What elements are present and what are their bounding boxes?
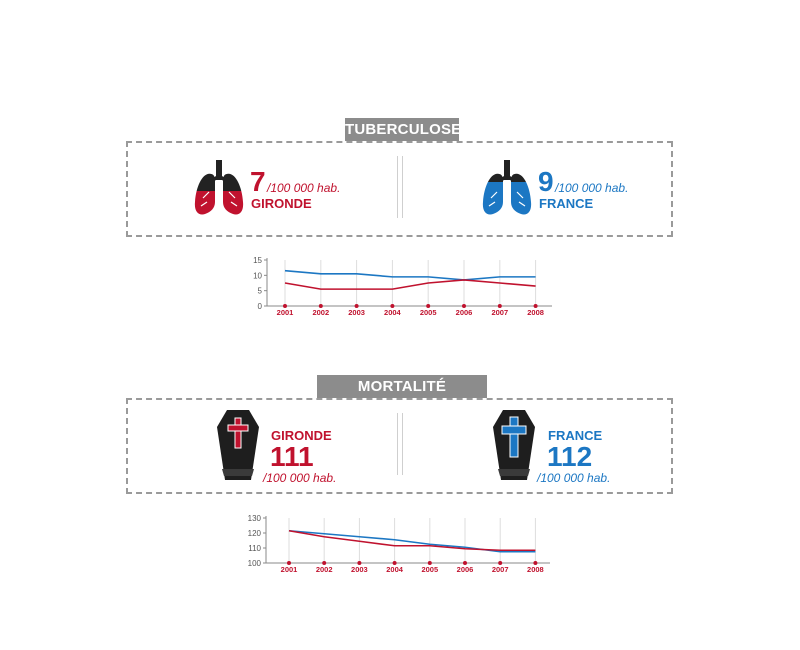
x-marker xyxy=(390,304,395,308)
x-tick-label: 2007 xyxy=(492,565,509,574)
panel-divider xyxy=(397,413,403,475)
mortalite-gironde-unit: /100 000 hab. xyxy=(263,471,337,485)
mortalite-gironde-value: 111 xyxy=(270,441,314,472)
tuberculose-france-label: FRANCE xyxy=(539,196,594,211)
x-marker xyxy=(318,304,323,308)
coffin-cross-icon xyxy=(493,410,535,480)
tuberculose-gironde-label: GIRONDE xyxy=(251,196,312,211)
tuberculose-chart: 0 5 10 15 2001 2002 2003 2004 2005 2006 2007 2008 xyxy=(253,256,552,317)
x-tick-label: 2004 xyxy=(386,565,404,574)
mortalite-france-label: FRANCE xyxy=(548,428,603,443)
x-marker xyxy=(498,561,503,565)
x-marker xyxy=(463,561,467,565)
tuberculose-title: TUBERCULOSE xyxy=(345,118,461,141)
x-marker xyxy=(357,561,362,565)
x-marker xyxy=(533,304,538,308)
x-tick-label: 2005 xyxy=(420,308,437,317)
x-tick-label: 2006 xyxy=(456,308,473,317)
lungs-icon xyxy=(482,160,532,215)
x-marker xyxy=(392,561,397,565)
tuberculose-france-value: 9 xyxy=(538,166,554,197)
series-line-france xyxy=(284,269,536,281)
y-tick-label: 120 xyxy=(248,529,262,538)
mortalite-france-value: 112 xyxy=(547,441,593,472)
series-line-france xyxy=(288,529,536,553)
x-marker xyxy=(427,561,432,565)
x-tick-label: 2008 xyxy=(527,308,544,317)
y-tick-label: 130 xyxy=(248,514,262,523)
x-marker xyxy=(533,561,538,565)
tuberculose-panel xyxy=(126,141,673,237)
x-tick-label: 2002 xyxy=(312,308,329,317)
y-tick-label: 10 xyxy=(253,271,262,280)
x-tick-label: 2002 xyxy=(316,565,333,574)
x-tick-label: 2003 xyxy=(351,565,368,574)
tuberculose-gironde-unit: /100 000 hab. xyxy=(267,181,341,195)
x-tick-label: 2008 xyxy=(527,565,544,574)
series-line-gironde xyxy=(288,529,536,552)
x-marker xyxy=(283,304,287,308)
tuberculose-gironde-value: 7 xyxy=(250,166,266,197)
x-marker xyxy=(354,304,359,308)
x-tick-label: 2001 xyxy=(277,308,294,317)
mortalite-chart: 100 110 120 130 2001 2002 2003 2004 2005 2006 2007… xyxy=(248,514,550,574)
y-tick-label: 15 xyxy=(253,256,262,265)
x-marker xyxy=(426,304,431,308)
x-marker xyxy=(287,561,291,565)
x-marker xyxy=(497,304,502,308)
y-tick-label: 0 xyxy=(258,302,263,311)
x-marker xyxy=(462,304,466,308)
x-tick-label: 2006 xyxy=(457,565,474,574)
x-marker xyxy=(322,561,327,565)
panel-divider xyxy=(397,156,403,218)
x-tick-label: 2003 xyxy=(348,308,365,317)
y-tick-label: 5 xyxy=(258,287,263,296)
lungs-icon xyxy=(194,160,244,215)
x-tick-label: 2007 xyxy=(491,308,508,317)
mortalite-title: MORTALITÉ PRÉMATURÉE xyxy=(317,375,487,418)
x-tick-label: 2001 xyxy=(281,565,298,574)
x-tick-label: 2004 xyxy=(384,308,402,317)
mortalite-panel xyxy=(126,398,673,494)
mortalite-france-unit: /100 000 hab. xyxy=(537,471,611,485)
y-tick-label: 110 xyxy=(248,544,261,553)
y-tick-label: 100 xyxy=(248,559,262,568)
coffin-cross-icon xyxy=(217,410,259,480)
tuberculose-france-unit: /100 000 hab. xyxy=(555,181,629,195)
mortalite-gironde-label: GIRONDE xyxy=(271,428,332,443)
series-line-gironde xyxy=(284,279,536,290)
x-tick-label: 2005 xyxy=(421,565,438,574)
